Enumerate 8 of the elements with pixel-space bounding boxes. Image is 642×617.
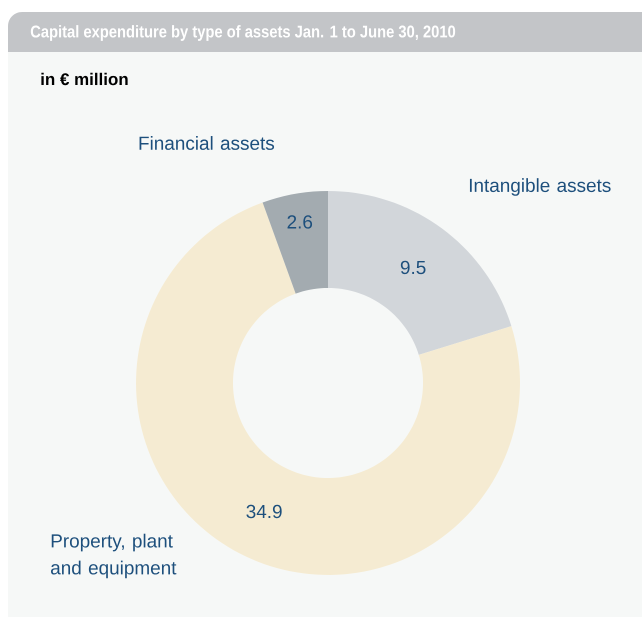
data-label: 2.6	[288, 215, 312, 229]
slice-label: Intangible assets	[470, 178, 611, 196]
slice-label: Financial assets	[140, 136, 274, 150]
chart-title: Capital expenditure by type of assets Jan. 1 to June 30, 2010	[30, 25, 456, 41]
data-label: 9.5	[400, 260, 426, 274]
slice-label: Property, plant and equipment	[51, 534, 176, 578]
data-label: 34.9	[246, 504, 282, 518]
chart-subtitle: in € million	[41, 72, 128, 86]
